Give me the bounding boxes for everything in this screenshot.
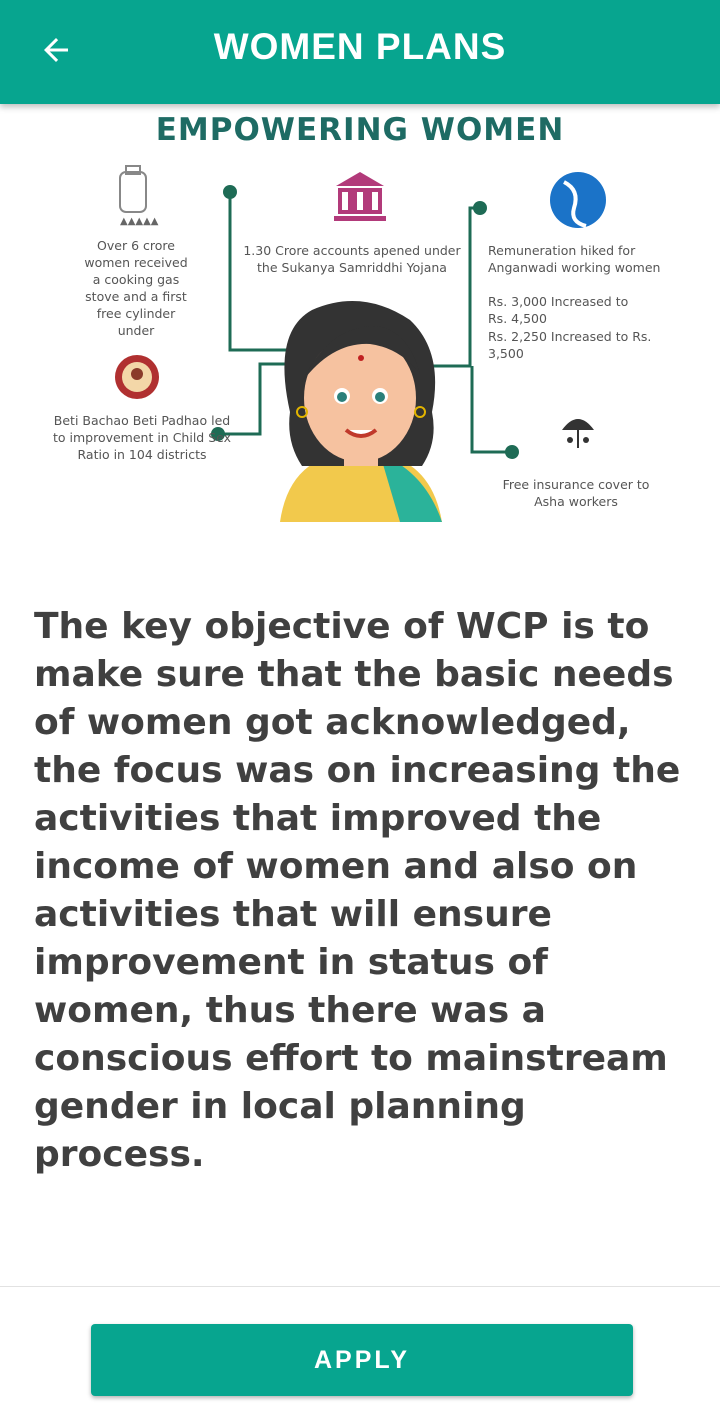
infographic-title: EMPOWERING WOMEN [155,112,565,148]
anganwadi-remuneration-text: Remuneration hiked for Anganwadi working… [488,243,661,275]
increase-text-2: Rs. 2,250 Increased to Rs. 3,500 [488,329,652,361]
woman-profile-icon [550,172,606,228]
empowering-women-infographic: ▲▲▲▲▲ [40,112,680,522]
umbrella-family-icon [562,419,594,448]
infographic-connectors: ▲▲▲▲▲ [115,165,606,522]
page-title: WOMEN PLANS [213,26,507,67]
arrow-left-icon [44,38,68,62]
bottom-action-bar: APPLY [0,1286,720,1427]
bank-icon [334,172,386,221]
wcp-description: The key objective of WCP is to make sure… [34,606,681,1175]
woman-illustration [280,301,442,522]
beti-bachao-text: Beti Bachao Beti Padhao led to improveme… [52,413,232,462]
app-bar: WOMEN PLANS [0,0,720,104]
increase-text-1: Rs. 3,000 Increased to Rs. 4,500 [488,294,629,326]
gas-cylinder-icon: ▲▲▲▲▲ [119,165,159,227]
apply-button[interactable]: APPLY [91,1324,633,1396]
sukanya-accounts-text: 1.30 Crore accounts apened under the Suk… [243,243,461,275]
beti-bachao-logo [115,355,159,399]
asha-insurance-text: Free insurance cover to Asha workers [502,477,650,509]
back-button[interactable] [28,24,84,76]
svg-text:▲▲▲▲▲: ▲▲▲▲▲ [120,216,159,227]
gas-stove-text: Over 6 crore women received a cooking ga… [84,238,188,338]
